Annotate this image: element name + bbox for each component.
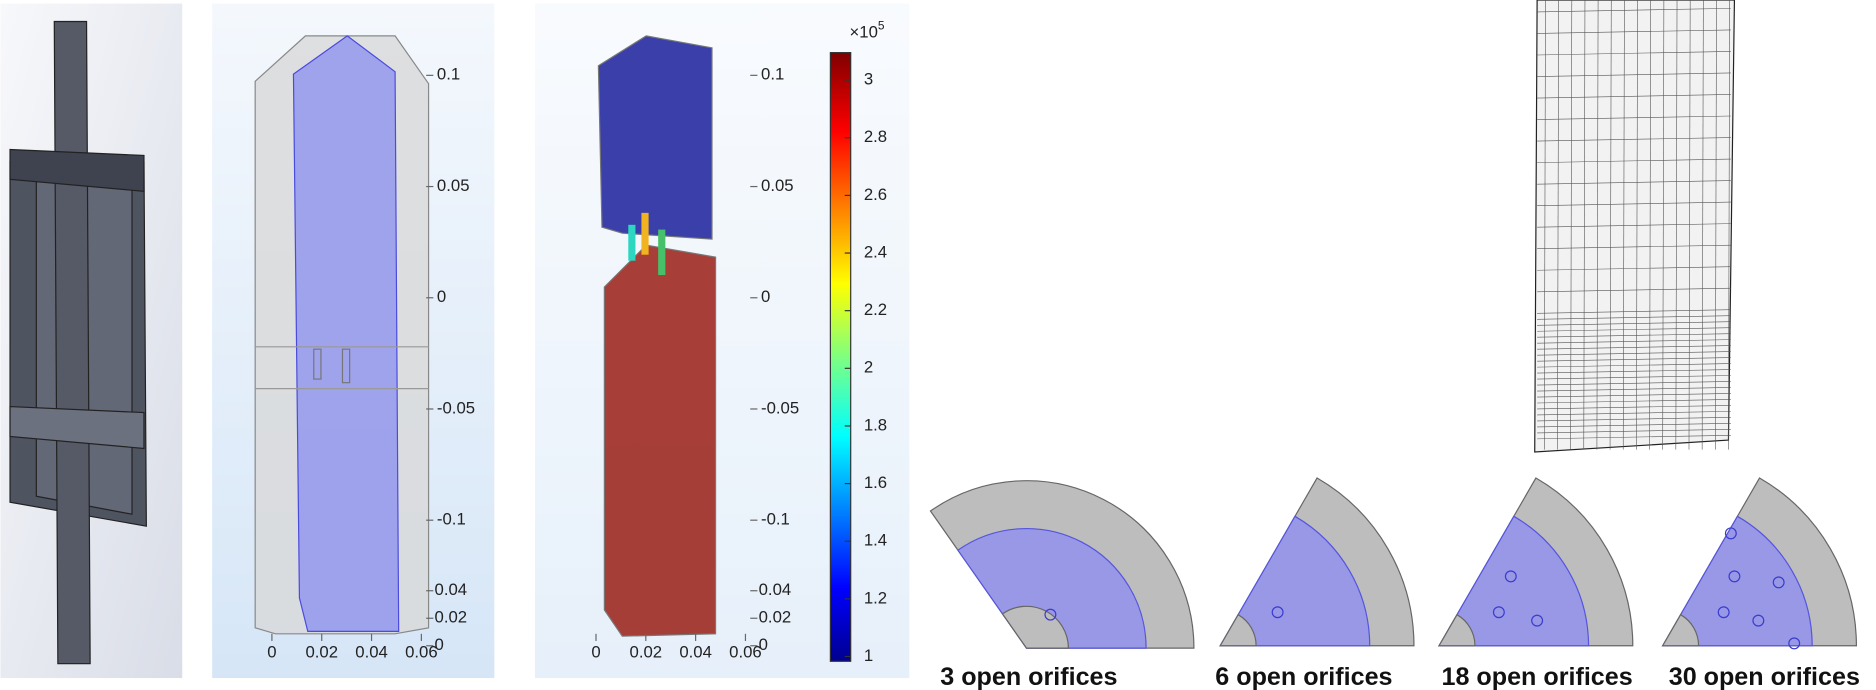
- colorbar-tick-label: 2.2: [864, 300, 887, 319]
- colorbar-tick-label: 2.4: [864, 242, 887, 261]
- colorbar-tick-label: 2.6: [864, 185, 887, 204]
- colorbar-tick-label: 3: [864, 70, 873, 89]
- z-tick-label: 0.05: [761, 176, 794, 195]
- x-tick-label: 0.02: [630, 642, 663, 661]
- x-tick-label: 0.06: [405, 642, 438, 661]
- colorbar-tick-label: 1.4: [864, 531, 887, 550]
- colorbar-tick-label: 1.6: [864, 473, 887, 492]
- solid-model: [0, 4, 182, 678]
- multiplier-base: ×10: [850, 23, 878, 42]
- mesh: [1535, 0, 1735, 452]
- x-tick-label: 0.04: [679, 642, 712, 661]
- caption: 30 open orifices: [1669, 663, 1860, 690]
- x-tick-label: 0.04: [355, 642, 388, 661]
- colorbar-tick-label: 1.8: [864, 415, 887, 434]
- colorbar-tick-label: 1: [864, 646, 873, 665]
- z-tick-label: 0.1: [761, 65, 784, 84]
- z-tick-label: -0.05: [437, 398, 475, 417]
- caption: 6 open orifices: [1215, 663, 1392, 690]
- x-tick-label: 0.06: [729, 642, 762, 661]
- caption: 18 open orifices: [1442, 663, 1633, 690]
- z-tick-label: -0.1: [761, 510, 790, 529]
- geometry-panel: [212, 4, 494, 678]
- colorbar-tick-label: 2.8: [864, 127, 887, 146]
- figure: 0.1 0.05 0 -0.05 -0.1 0.04 0.02 0 0 0.02 0.04 0.06 0…: [0, 0, 1876, 690]
- colorbar-tick-label: 1.2: [864, 588, 887, 607]
- z-tick-label: -0.1: [437, 510, 466, 529]
- z-tick-label: 0: [437, 287, 446, 306]
- x-tick-label: 0: [267, 642, 276, 661]
- z-tick-label: 0.1: [437, 65, 460, 84]
- z-tick-label: 0: [761, 287, 770, 306]
- y-tick-label: 0.04: [759, 580, 792, 599]
- z-tick-label: -0.05: [761, 398, 799, 417]
- y-tick-label: 0.04: [435, 580, 468, 599]
- multiplier-exponent: 5: [878, 18, 885, 32]
- x-tick-label: 0.02: [305, 642, 338, 661]
- pressure-panel: [535, 4, 909, 678]
- colorbar-tick-label: 2: [864, 358, 873, 377]
- x-tick-label: 0: [591, 642, 600, 661]
- y-tick-label: 0.02: [759, 608, 792, 627]
- z-tick-label: 0.05: [437, 176, 470, 195]
- orifice-layouts: [930, 478, 1856, 649]
- y-tick-label: 0.02: [435, 608, 468, 627]
- caption: 3 open orifices: [940, 663, 1117, 690]
